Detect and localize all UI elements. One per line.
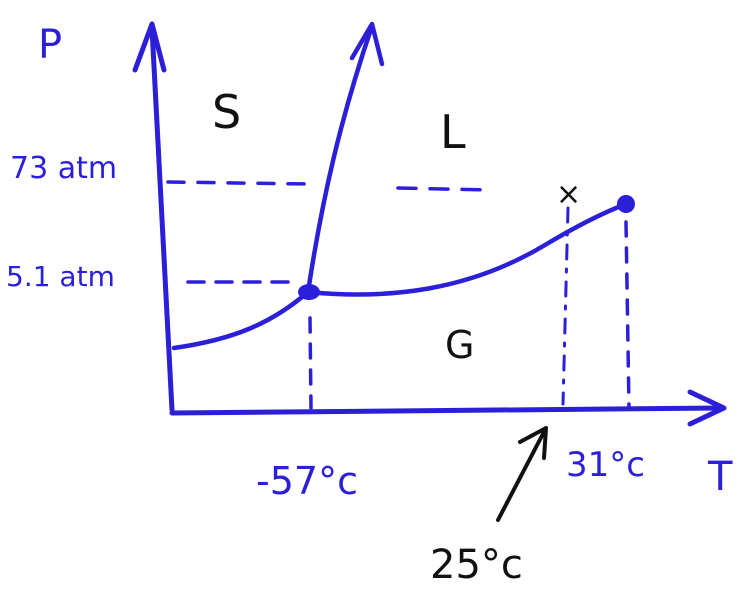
pointer-arrow xyxy=(496,428,547,522)
triple-point xyxy=(298,284,320,300)
critical-pressure-guide-right xyxy=(396,186,492,192)
marked-temperature-guide xyxy=(561,206,570,406)
melting-curve xyxy=(305,23,375,295)
melting-curve-arrowhead xyxy=(349,21,385,67)
y-axis xyxy=(149,25,175,413)
critical-point xyxy=(617,195,635,213)
liquid-region-label: L xyxy=(440,105,466,159)
pointer-arrowhead xyxy=(518,426,548,460)
gas-region-label: G xyxy=(445,323,474,367)
marked-point: × xyxy=(556,177,581,212)
critical-temperature-guide xyxy=(624,220,631,410)
sublimation-curve xyxy=(171,289,311,351)
triple-temperature-guide xyxy=(308,316,313,410)
x-axis xyxy=(169,405,725,416)
y-axis-arrowhead xyxy=(132,21,167,73)
critical-pressure-guide xyxy=(166,180,312,186)
critical-pressure-label: 73 atm xyxy=(10,151,117,186)
vaporization-curve xyxy=(305,201,629,297)
solid-region-label: S xyxy=(212,85,241,139)
y-axis-label: P xyxy=(38,22,62,68)
triple-pressure-label: 5.1 atm xyxy=(6,260,115,293)
triple-temperature-label: -57°c xyxy=(256,459,358,503)
critical-temperature-label: 31°c xyxy=(566,445,645,485)
x-axis-label: T xyxy=(707,454,733,500)
x-axis-arrowhead xyxy=(687,389,727,427)
marked-temperature-label: 25°c xyxy=(430,542,523,588)
